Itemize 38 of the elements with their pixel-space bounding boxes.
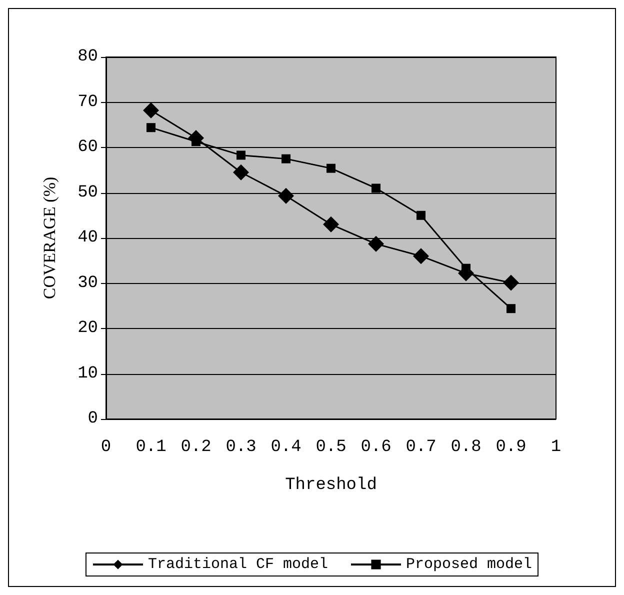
point <box>413 248 429 264</box>
y-tick-label: 40 <box>78 228 98 248</box>
point <box>506 304 516 314</box>
x-tick-label: 0.9 <box>496 438 526 457</box>
legend-label: Proposed model <box>406 556 532 573</box>
x-tick-label: 0.7 <box>406 438 436 457</box>
y-tick-label: 20 <box>78 319 98 338</box>
x-tick-label: 0.3 <box>226 438 256 457</box>
x-tick-label: 0.2 <box>180 438 212 457</box>
point <box>372 184 380 193</box>
x-tick-label: 0 <box>100 438 112 457</box>
y-tick-label: 70 <box>78 92 98 112</box>
point <box>368 236 384 252</box>
point <box>503 274 519 291</box>
y-tick-label: 80 <box>78 48 98 66</box>
y-tick-label: 60 <box>78 138 98 157</box>
point <box>278 188 294 204</box>
y-axis-title: COVERAGE (%) <box>40 176 59 300</box>
x-axis-title: Threshold <box>285 476 377 495</box>
point <box>282 154 290 164</box>
point <box>326 164 336 173</box>
y-tick-label: 10 <box>78 364 98 384</box>
point <box>146 123 156 132</box>
x-tick-label: 0.8 <box>450 438 482 457</box>
y-tick-label: 0 <box>88 410 98 428</box>
x-tick-label: 0.4 <box>270 438 302 457</box>
point <box>233 164 249 180</box>
y-tick-label: 30 <box>78 274 98 293</box>
y-tick-label: 50 <box>78 183 98 202</box>
point <box>236 150 246 160</box>
x-tick-label: 1 <box>550 438 562 457</box>
point <box>323 216 339 232</box>
x-tick-label: 0.6 <box>360 438 392 457</box>
point <box>416 210 426 220</box>
x-tick-label: 0.1 <box>136 438 166 457</box>
x-tick-label: 0.5 <box>316 438 346 457</box>
point <box>143 102 159 118</box>
legend-label: Traditional CF model <box>148 556 328 573</box>
